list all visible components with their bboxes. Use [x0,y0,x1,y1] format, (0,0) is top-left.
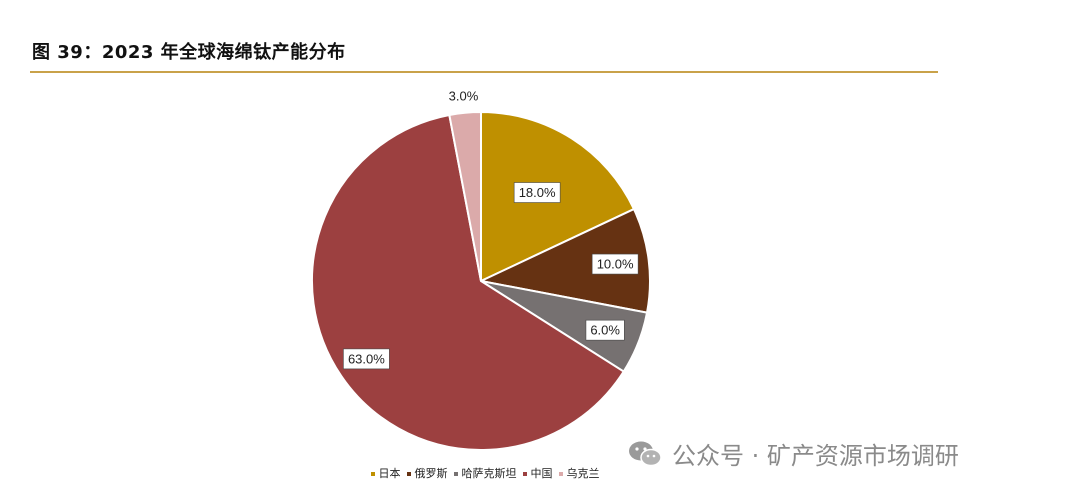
data-label-4: 63.0% [348,351,385,366]
legend-item-3: 哈萨克斯坦 [453,465,517,481]
data-label-3: 6.0% [590,323,620,338]
legend-item-5: 乌克兰 [558,465,600,481]
legend-swatch-4 [522,472,527,476]
data-label-box-1 [513,182,561,203]
legend-label-1: 日本 [378,467,401,480]
watermark: 公众号 · 矿产资源市场调研 [628,436,959,471]
legend-label-3: 哈萨克斯坦 [461,467,517,480]
title-rule [30,71,938,73]
legend-item-2: 俄罗斯 [406,465,448,481]
page-title: 图 39：2023 年全球海绵钛产能分布 [32,42,346,63]
chart-legend: 日本 俄罗斯 哈萨克斯坦 中国 乌克兰 [0,465,970,481]
legend-label-2: 俄罗斯 [414,467,448,480]
data-label-2: 10.0% [597,257,634,272]
pie-slice-4 [311,113,626,451]
wechat-icon [629,441,662,466]
pie-slice-5 [448,110,482,282]
watermark-text: 公众号 · 矿产资源市场调研 [672,442,959,470]
data-label-box-4 [343,348,390,370]
legend-swatch-2 [406,472,411,476]
legend-label-5: 乌克兰 [566,467,600,480]
pie-slice-2 [477,207,651,314]
data-label-box-3 [585,319,625,341]
legend-item-1: 日本 [370,465,401,481]
legend-swatch-5 [558,472,563,476]
legend-swatch-1 [370,472,375,476]
legend-item-4: 中国 [522,465,553,481]
legend-label-4: 中国 [530,467,553,480]
data-label-box-2 [591,253,639,275]
legend-swatch-3 [453,472,458,476]
data-label-5: 3.0% [449,88,479,103]
data-label-1: 18.0% [519,185,556,200]
